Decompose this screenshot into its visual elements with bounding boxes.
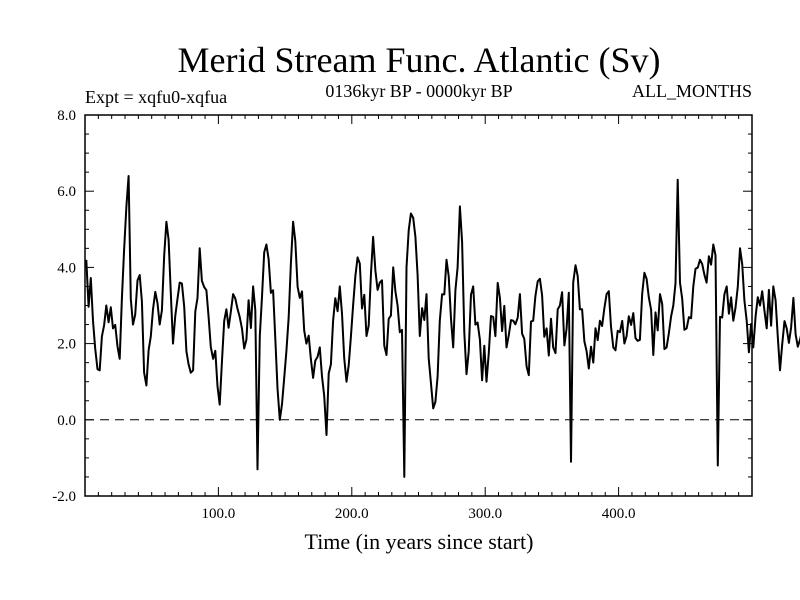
x-tick-label: 400.0 [602, 506, 636, 522]
y-tick-label: 0.0 [57, 413, 76, 429]
months-label: ALL_MONTHS [632, 81, 752, 101]
y-tick-label: 2.0 [57, 337, 76, 353]
y-tick-label: -2.0 [52, 489, 76, 505]
x-axis-label: Time (in years since start) [305, 529, 534, 554]
experiment-label: Expt = xqfu0-xqfua [85, 87, 227, 107]
chart-title: Merid Stream Func. Atlantic (Sv) [178, 40, 661, 80]
x-axis: 100.0 200.0 300.0 400.0 [97, 115, 740, 522]
y-tick-label: 4.0 [57, 260, 76, 276]
x-tick-label: 200.0 [335, 506, 369, 522]
y-tick-label: 6.0 [57, 184, 76, 200]
x-tick-label: 100.0 [202, 506, 236, 522]
series-line-stream-function [85, 175, 800, 478]
y-tick-label: 8.0 [57, 108, 76, 124]
time-range-label: 0136kyr BP - 0000kyr BP [325, 81, 512, 101]
x-tick-label: 300.0 [468, 506, 502, 522]
